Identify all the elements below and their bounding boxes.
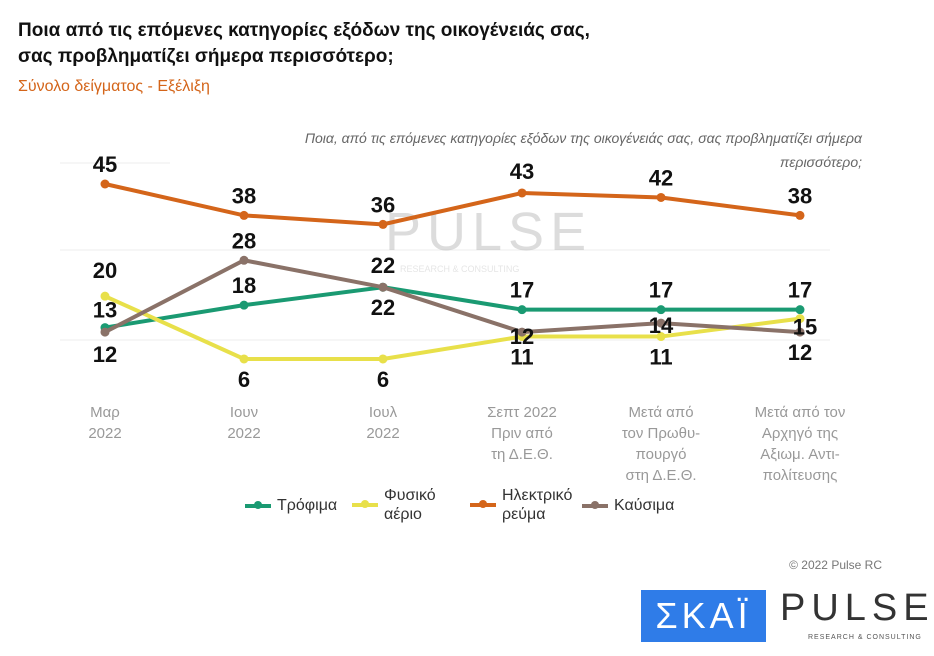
copyright: © 2022 Pulse RC bbox=[789, 558, 882, 572]
x-tick-line: Αξιωμ. Αντι- bbox=[760, 446, 840, 463]
series-line-3 bbox=[104, 258, 801, 335]
data-point bbox=[517, 305, 527, 315]
data-point bbox=[239, 255, 249, 265]
x-tick-line: Σεπτ 2022 bbox=[487, 404, 557, 421]
x-tick-line: Πριν από bbox=[491, 425, 553, 442]
x-tick-line: 2022 bbox=[366, 425, 400, 442]
data-point bbox=[517, 327, 527, 337]
data-point bbox=[795, 327, 805, 337]
data-label: 18 bbox=[232, 273, 256, 298]
legend-label: Τρόφιμα bbox=[277, 497, 338, 514]
series-line-0 bbox=[104, 285, 800, 330]
data-label: 15 bbox=[793, 315, 817, 340]
data-label: 17 bbox=[649, 278, 673, 303]
data-label: 38 bbox=[788, 183, 812, 208]
svg-text:RESEARCH & CONSULTING: RESEARCH & CONSULTING bbox=[400, 264, 519, 274]
data-point bbox=[100, 327, 110, 337]
series-line-2 bbox=[104, 182, 801, 227]
legend-swatch bbox=[582, 500, 608, 509]
skai-logo: ΣΚΑΪ bbox=[641, 590, 766, 642]
x-tick-label: Σεπτ 2022 Πριν από τη Δ.Ε.Θ. bbox=[457, 402, 587, 465]
data-label: 22 bbox=[371, 253, 395, 278]
data-point bbox=[100, 179, 110, 189]
legend-swatch bbox=[352, 500, 378, 508]
data-label: 13 bbox=[93, 298, 117, 323]
line-chart: PULSE RESEARCH & CONSULTING 13 18 22 17 17 17… bbox=[60, 152, 830, 392]
data-label: 38 bbox=[232, 183, 256, 208]
legend-item: Τρόφιμα bbox=[245, 496, 337, 515]
data-label: 45 bbox=[93, 152, 117, 177]
data-point bbox=[239, 210, 249, 220]
legend-label: Ηλεκτρικό ρεύμα bbox=[502, 487, 573, 523]
data-label: 22 bbox=[371, 295, 395, 320]
subtitle: Σύνολο δείγματος - Εξέλιξη bbox=[18, 78, 210, 95]
data-point bbox=[656, 305, 666, 315]
data-point bbox=[795, 314, 805, 324]
legend-label: Καύσιμα bbox=[614, 497, 675, 514]
x-tick-line: Μετά από τον bbox=[754, 404, 846, 421]
data-label: 11 bbox=[510, 345, 533, 370]
watermark: PULSE RESEARCH & CONSULTING bbox=[385, 202, 592, 274]
x-tick-label: Μετά από τον Αρχηγό της Αξιωμ. Αντι-πολίτε… bbox=[735, 402, 865, 486]
x-tick-line: τη Δ.Ε.Θ. bbox=[491, 446, 553, 463]
data-point bbox=[239, 300, 249, 310]
data-point bbox=[795, 210, 805, 220]
legend-swatch bbox=[245, 500, 271, 509]
data-point bbox=[378, 282, 388, 292]
x-tick-label: Ιουλ 2022 bbox=[318, 402, 448, 444]
data-point bbox=[795, 305, 805, 315]
x-tick-line: Μαρ bbox=[90, 404, 120, 421]
data-point bbox=[517, 188, 527, 198]
data-point bbox=[656, 192, 666, 202]
data-label: 12 bbox=[93, 342, 117, 367]
data-label: 6 bbox=[377, 367, 389, 392]
data-label: 12 bbox=[788, 340, 812, 365]
x-tick-label: Μετά από τον Πρωθυ-πουργό στη Δ.Ε.Θ. bbox=[596, 402, 726, 486]
series-line-1 bbox=[104, 294, 801, 361]
title-line-1: Ποια από τις επόμενες κατηγορίες εξόδων … bbox=[18, 20, 590, 41]
chart-title: Ποια, από τις επόμενες κατηγορίες εξόδων… bbox=[304, 130, 862, 170]
data-point bbox=[239, 354, 249, 364]
data-label: 20 bbox=[93, 258, 117, 283]
legend-swatch bbox=[470, 500, 496, 508]
x-tick-line: στη Δ.Ε.Θ. bbox=[625, 467, 697, 484]
x-tick-line: Ιουν bbox=[229, 404, 259, 421]
data-point bbox=[656, 318, 666, 328]
data-label: 17 bbox=[788, 278, 812, 303]
data-label: 17 bbox=[510, 278, 534, 303]
legend-item: Φυσικό αέριο bbox=[352, 486, 436, 524]
pulse-logo: PULSE bbox=[780, 587, 934, 629]
x-tick-line: Μετά από bbox=[628, 404, 694, 421]
x-tick-label: Ιουν 2022 bbox=[179, 402, 309, 444]
data-label: 14 bbox=[649, 313, 674, 338]
x-tick-line: Αρχηγό της bbox=[761, 425, 839, 442]
x-tick-line: πουργό bbox=[635, 446, 687, 463]
x-tick-label: Μαρ 2022 bbox=[40, 402, 170, 444]
data-point bbox=[100, 291, 110, 301]
data-label: 43 bbox=[510, 159, 534, 184]
title-line-2: σας προβληματίζει σήμερα περισσότερο; bbox=[18, 46, 394, 67]
x-tick-line: τον Πρωθυ- bbox=[621, 425, 701, 442]
x-tick-line: 2022 bbox=[88, 425, 122, 442]
data-point bbox=[656, 332, 666, 342]
data-label: 12 bbox=[510, 324, 534, 349]
data-point bbox=[378, 219, 388, 229]
data-label: 42 bbox=[649, 165, 673, 190]
x-tick-line: Ιουλ bbox=[368, 404, 398, 421]
data-point bbox=[378, 354, 388, 364]
legend-item: Ηλεκτρικό ρεύμα bbox=[470, 486, 572, 524]
pulse-logo-subtitle: RESEARCH & CONSULTING bbox=[808, 634, 922, 641]
legend-label: Φυσικό αέριο bbox=[384, 487, 436, 523]
data-label: 6 bbox=[238, 367, 250, 392]
x-tick-line: πολίτευσης bbox=[762, 467, 838, 484]
data-label: 36 bbox=[371, 192, 395, 217]
svg-text:PULSE: PULSE bbox=[385, 202, 592, 262]
x-tick-line: 2022 bbox=[227, 425, 261, 442]
data-label: 11 bbox=[649, 345, 672, 370]
data-label: 28 bbox=[232, 228, 256, 253]
legend-item: Καύσιμα bbox=[582, 496, 674, 515]
